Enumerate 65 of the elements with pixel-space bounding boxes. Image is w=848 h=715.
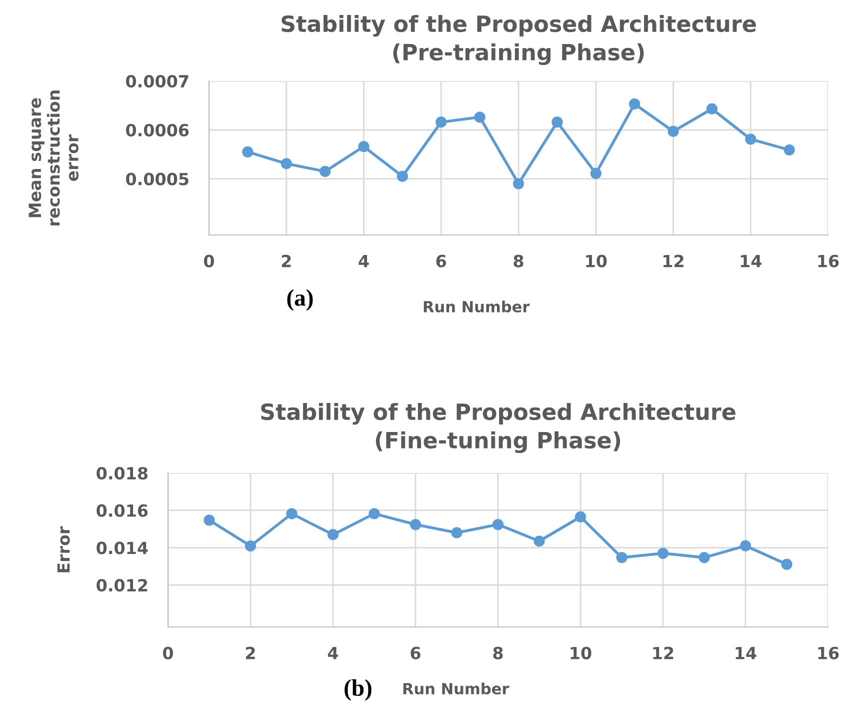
x-tick-label: 10 xyxy=(570,646,592,660)
point xyxy=(590,168,602,179)
point xyxy=(204,514,215,526)
point xyxy=(534,536,545,547)
point xyxy=(784,144,795,156)
x-tick-label: 0 xyxy=(163,646,173,660)
y-tick-label: 0.018 xyxy=(96,466,148,480)
point xyxy=(451,527,462,538)
x-tick-label: 6 xyxy=(436,254,446,268)
x-tick-label: 0 xyxy=(204,254,214,268)
point xyxy=(512,178,524,190)
y-tick-label: 0.016 xyxy=(96,504,148,517)
point xyxy=(616,552,628,564)
x-tick-label: 6 xyxy=(410,646,420,660)
text: (a) xyxy=(287,289,313,311)
x-tick-label: 16 xyxy=(818,254,839,268)
x-tick-label: 8 xyxy=(493,646,503,660)
point xyxy=(327,529,339,540)
point xyxy=(552,116,563,128)
x-tick-label: 12 xyxy=(653,646,674,660)
x-tick-label: 4 xyxy=(358,254,369,268)
point xyxy=(320,166,331,177)
point xyxy=(410,518,422,530)
y-axis-title: Error xyxy=(57,526,70,572)
x-tick-label: 8 xyxy=(514,254,524,268)
x-tick-label: 4 xyxy=(328,646,338,660)
point xyxy=(492,518,504,530)
point xyxy=(629,98,640,110)
y-tick-label: 0.0006 xyxy=(126,124,189,136)
x-tick-label: 10 xyxy=(586,254,607,268)
point xyxy=(781,558,792,570)
x-tick-label: 2 xyxy=(246,646,255,660)
point xyxy=(244,540,256,552)
text: (b) xyxy=(344,679,372,701)
point xyxy=(368,508,380,520)
y-tick-label: 0.012 xyxy=(96,578,148,592)
point xyxy=(474,112,486,123)
point xyxy=(657,548,669,559)
x-axis-title: Run Number xyxy=(424,300,530,312)
point xyxy=(396,170,408,182)
point xyxy=(436,116,447,128)
x-tick-label: 14 xyxy=(740,254,762,268)
chart-title: Stability of the Proposed Architecture xyxy=(261,402,736,425)
point xyxy=(280,158,292,170)
point xyxy=(358,140,370,152)
point xyxy=(286,508,298,520)
x-tick-label: 14 xyxy=(736,646,756,660)
x-axis-title: Run Number xyxy=(403,682,510,694)
y-axis-title: Mean square reconstruction error xyxy=(28,90,78,226)
y-tick-label: 0.0005 xyxy=(126,172,188,186)
point xyxy=(668,126,679,137)
x-tick-label: 2 xyxy=(282,254,291,268)
x-tick-label: 16 xyxy=(818,646,839,660)
y-tick-label: 0.0007 xyxy=(126,74,188,88)
x-tick-label: 12 xyxy=(664,254,684,268)
chart-subtitle: (Fine-tuning Phase) xyxy=(376,431,620,454)
point xyxy=(740,540,752,552)
point xyxy=(745,134,756,145)
chart-title: Stability of the Proposed Architecture xyxy=(282,14,756,37)
y-tick-label: 0.014 xyxy=(96,542,148,554)
point xyxy=(242,146,254,158)
point xyxy=(574,511,586,522)
point xyxy=(698,552,710,564)
chart-subtitle: (Pre-training Phase) xyxy=(393,43,644,66)
point xyxy=(706,103,718,114)
